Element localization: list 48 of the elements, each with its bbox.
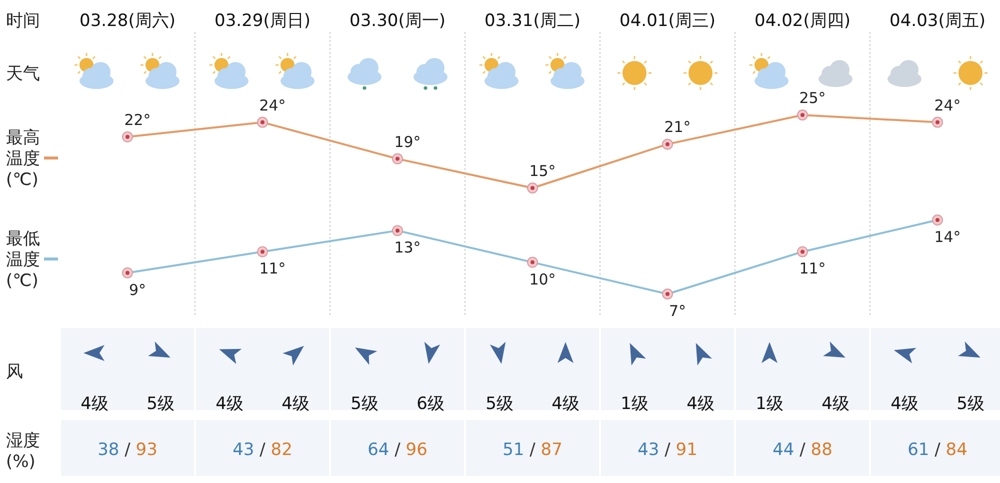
data-label: 25° [799,89,826,107]
text: 4级 [890,394,918,414]
legend-label: 最低温度(℃) [6,229,40,291]
x-tick-label: 03.30(周一) [350,11,446,31]
text: 43 / 82 [232,440,292,460]
text: 4级 [216,394,244,414]
text: 43 / 91 [638,440,698,460]
text: 5级 [956,394,984,414]
text: 4级 [282,394,310,414]
data-label: 19° [394,132,421,151]
data-label: 24° [259,96,286,114]
x-tick-label: 04.02(周四) [754,11,850,31]
data-label: 14° [934,228,961,246]
data-label: 9° [128,280,146,299]
text: 风 [6,362,23,382]
text: 5级 [350,394,378,414]
x-tick-label: 03.28(周六) [80,11,176,31]
text: 天气 [6,64,40,84]
data-label: 10° [529,270,556,288]
text: 64 / 96 [368,440,428,460]
text: 6级 [416,394,444,414]
data-label: 21° [664,118,691,136]
text: 1级 [620,394,648,414]
data-label: 13° [394,238,421,257]
text: 4级 [552,394,580,414]
legend-label: 最高温度(℃) [6,128,40,190]
data-label: 7° [668,302,686,320]
x-tick-label: 03.29(周日) [214,11,310,31]
text: 51 / 87 [502,440,562,460]
text: 38 / 93 [98,440,158,460]
data-label: 11° [799,260,826,278]
text: 湿度(%) [6,431,40,472]
data-label: 15° [529,162,556,180]
text: 4级 [80,394,108,414]
data-label: 22° [124,110,151,129]
x-tick-label: 04.01(周三) [620,11,716,31]
text: 5级 [486,394,514,414]
text: 61 / 84 [908,440,968,460]
x-tick-label: 04.03(周五) [890,11,986,31]
text: 44 / 88 [772,440,832,460]
text: 5级 [146,394,174,414]
data-label: 11° [259,260,286,278]
text: 4级 [822,394,850,414]
text: 时间 [6,11,40,31]
text: 4级 [686,394,714,414]
data-label: 24° [934,96,961,114]
x-tick-label: 03.31(周二) [484,11,580,31]
text: 1级 [756,394,784,414]
